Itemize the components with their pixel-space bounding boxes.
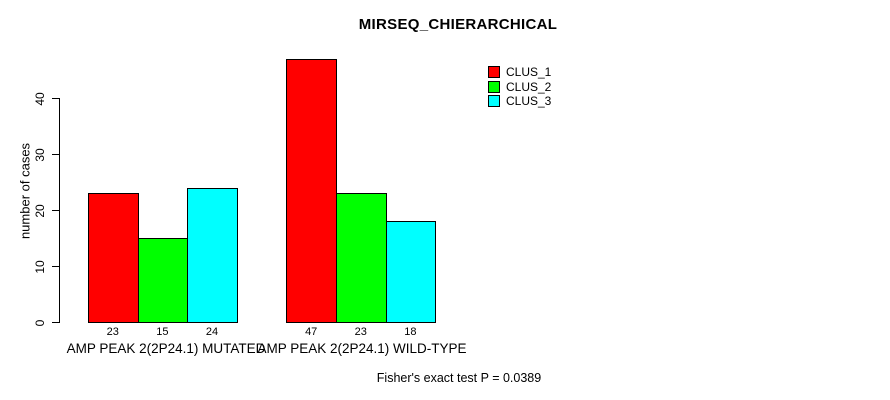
- bar-value-label: 23: [106, 326, 119, 338]
- y-axis-tick-label: 0: [33, 319, 47, 326]
- y-axis-tick-label: 40: [33, 92, 47, 106]
- legend-swatch-clus-3: [488, 95, 500, 108]
- y-axis-tick-label: 30: [33, 148, 47, 162]
- bar-value-label: 24: [205, 326, 219, 338]
- legend-item-clus-1: CLUS_1: [488, 65, 551, 80]
- y-axis-line: [59, 98, 60, 323]
- legend-swatch-clus-2: [488, 80, 500, 93]
- bar-value-label: 18: [404, 326, 417, 338]
- annotation-fisher-test: Fisher's exact test P = 0.0389: [376, 371, 542, 385]
- y-axis-tick: [52, 266, 59, 268]
- y-axis-label: number of cases: [17, 142, 33, 240]
- bar-clus_3-group1: [187, 187, 238, 323]
- chart-title: MIRSEQ_CHIERARCHICAL: [358, 16, 558, 33]
- bar-clus_2-group2: [336, 193, 387, 323]
- y-axis-tick: [52, 154, 59, 156]
- legend-swatch-clus-1: [488, 66, 500, 79]
- bar-value-label: 15: [156, 326, 169, 338]
- legend: CLUS_1 CLUS_2 CLUS_3: [488, 65, 551, 109]
- y-axis-tick: [52, 210, 59, 212]
- bar-clus_2-group1: [137, 238, 189, 323]
- legend-label-clus-1: CLUS_1: [506, 65, 552, 80]
- y-axis-tick-label: 20: [33, 204, 47, 218]
- y-axis-tick-label: 10: [33, 259, 47, 274]
- bar-clus_3-group2: [385, 221, 437, 323]
- category-label-wild-type: AMP PEAK 2(2P24.1) WILD-TYPE: [257, 341, 467, 356]
- bar-value-label: 23: [354, 326, 367, 338]
- legend-label-clus-3: CLUS_3: [506, 94, 552, 109]
- category-label-mutated: AMP PEAK 2(2P24.1) MUTATED: [66, 341, 266, 356]
- legend-item-clus-2: CLUS_2: [488, 80, 551, 95]
- bar-clus_1-group2: [286, 59, 337, 323]
- bar-value-label: 47: [305, 326, 318, 338]
- legend-label-clus-2: CLUS_2: [506, 79, 552, 94]
- y-axis-tick: [52, 322, 59, 323]
- legend-item-clus-3: CLUS_3: [488, 94, 551, 109]
- bar-clus_1-group1: [88, 193, 139, 323]
- y-axis-tick: [52, 98, 59, 100]
